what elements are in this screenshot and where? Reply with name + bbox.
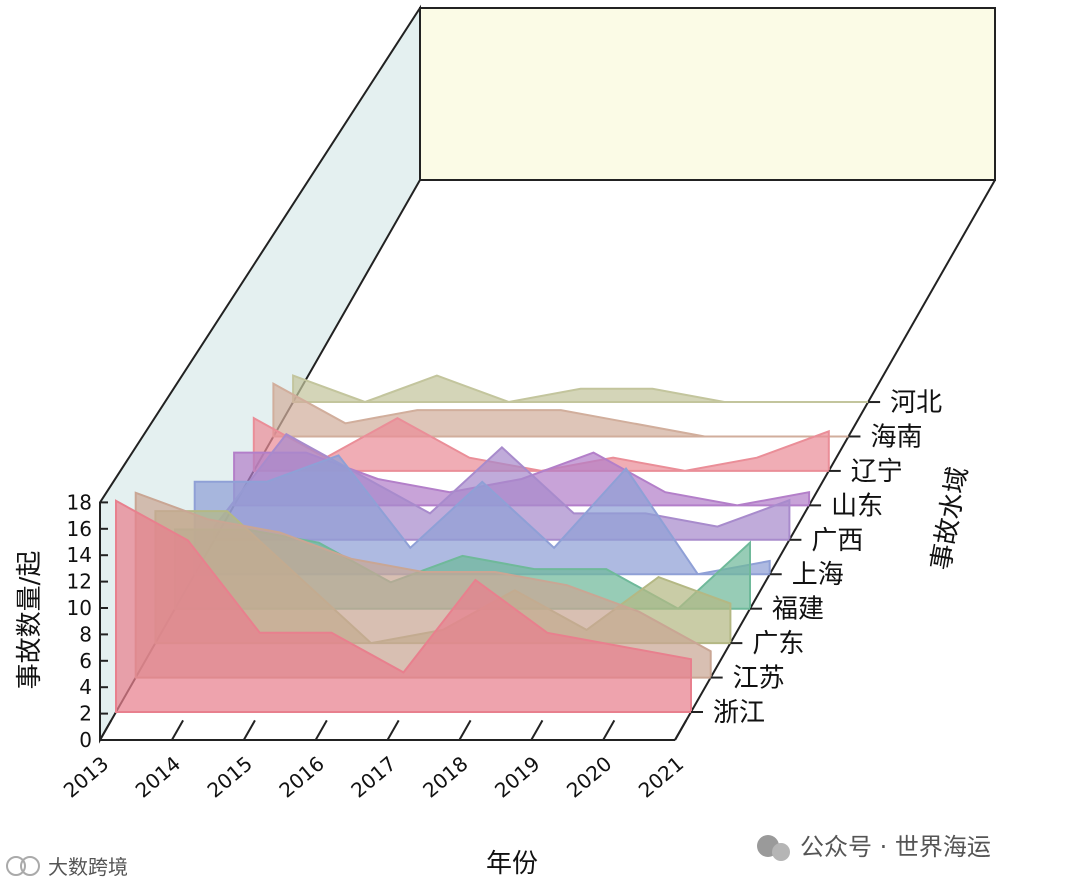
x-tick xyxy=(674,719,688,741)
watermark-brand-text: 大数跨境 xyxy=(48,855,128,879)
x-tick-label: 2018 xyxy=(418,751,472,802)
y-tick-label: 4 xyxy=(79,675,92,699)
brand-logo-icon-2 xyxy=(20,856,40,876)
x-tick xyxy=(99,719,113,741)
region-label: 福建 xyxy=(772,595,824,625)
x-axis-title: 年份 xyxy=(486,849,538,879)
x-tick-label: 2013 xyxy=(59,751,113,802)
brand-logo-icon xyxy=(6,856,26,876)
y-tick-label: 16 xyxy=(67,517,92,541)
series-area-9: 河北 xyxy=(292,374,869,404)
y-axis-title: 事故数量/起 xyxy=(15,551,45,690)
x-tick-label: 2015 xyxy=(203,751,257,802)
region-label: 河北 xyxy=(890,388,942,418)
x-tick xyxy=(171,719,184,741)
x-tick-label: 2017 xyxy=(346,751,400,802)
series-area-1: 江苏 xyxy=(134,491,712,679)
region-label: 浙江 xyxy=(713,698,765,728)
z-axis-line xyxy=(674,179,996,741)
region-label: 江苏 xyxy=(733,664,785,694)
x-tick-label: 2014 xyxy=(131,751,185,802)
y-tick-label: 10 xyxy=(67,596,92,620)
region-label: 广东 xyxy=(752,629,804,659)
watermark-wechat-text: 公众号 · 世界海运 xyxy=(800,833,991,861)
region-label: 辽宁 xyxy=(851,457,903,487)
region-label: 上海 xyxy=(792,560,844,590)
series-area-4: 上海 xyxy=(193,454,771,576)
y-tick-label: 14 xyxy=(67,543,92,567)
y-tick-label: 2 xyxy=(79,702,92,726)
y-tick-label: 0 xyxy=(79,728,92,752)
region-label: 广西 xyxy=(811,526,863,556)
x-tick-label: 2020 xyxy=(562,751,616,802)
watermark-wechat: 公众号 · 世界海运 xyxy=(757,833,991,861)
z-axis-title: 事故水域 xyxy=(926,465,974,573)
x-tick-label: 2019 xyxy=(490,751,544,802)
x-tick-label: 2016 xyxy=(274,751,328,802)
back-wall xyxy=(419,7,996,181)
series-area-8: 海南 xyxy=(272,382,849,438)
series-area-0: 浙江 xyxy=(115,499,692,713)
y-tick-label: 18 xyxy=(67,490,92,514)
region-label: 山东 xyxy=(831,491,883,521)
y-tick-label: 6 xyxy=(79,649,92,673)
y-tick-label: 8 xyxy=(79,622,92,646)
y-tick-label: 12 xyxy=(67,570,92,594)
x-tick xyxy=(458,719,472,741)
x-tick xyxy=(242,719,256,741)
region-label: 海南 xyxy=(870,422,922,452)
x-tick xyxy=(602,719,616,741)
x-tick xyxy=(530,719,544,741)
series-layer: 河北海南辽宁山东广西上海福建广东江苏浙江 xyxy=(115,374,869,713)
x-tick xyxy=(386,719,400,741)
x-tick xyxy=(314,719,328,741)
x-tick-label: 2021 xyxy=(634,751,688,802)
watermark-brand: 大数跨境 xyxy=(6,855,128,879)
wechat-icon-bubble xyxy=(772,843,790,861)
